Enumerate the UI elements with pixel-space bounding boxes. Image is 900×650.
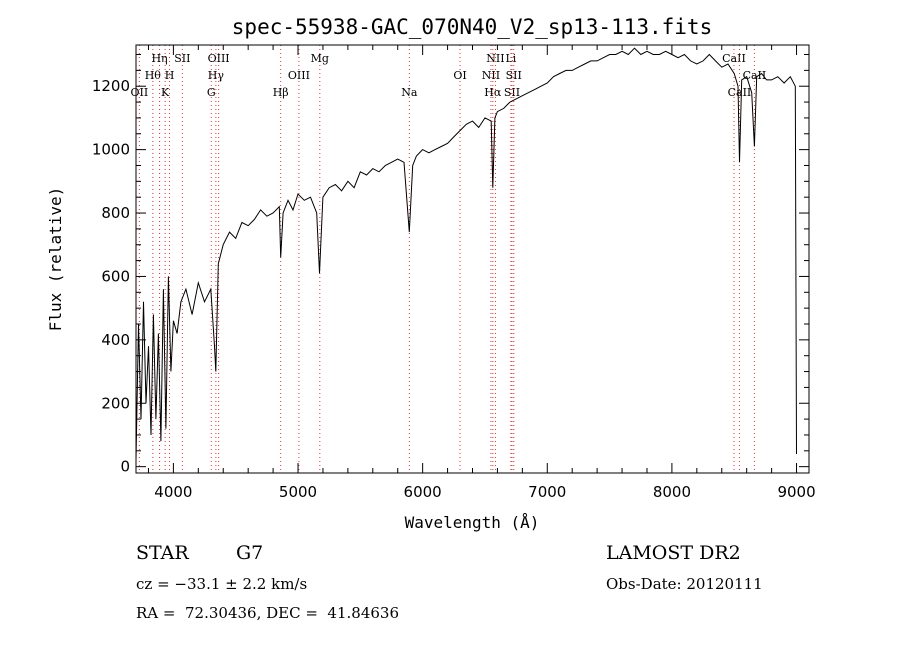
y-tick-label: 400 (101, 331, 130, 349)
y-tick-label: 600 (101, 267, 130, 285)
y-axis-label: Flux (relative) (46, 187, 65, 332)
spectral-line-label: CaII (722, 52, 746, 65)
y-tick-label: 0 (120, 458, 130, 476)
object-class: STAR (136, 542, 189, 564)
spectral-line-label: Li (505, 52, 516, 65)
y-tick-label: 1000 (92, 141, 130, 159)
spectral-line-label: CaII (728, 86, 752, 99)
survey-name: LAMOST DR2 (606, 542, 741, 564)
spectral-line-label: NII (486, 52, 504, 65)
plot-frame (135, 44, 810, 474)
spectral-line-label: SII (504, 86, 520, 99)
spectral-line-label: Hη (151, 52, 167, 65)
spectral-line-label: H (165, 69, 175, 82)
spectral-line-label: Hγ (208, 69, 225, 82)
spectral-line-label: CaII (743, 69, 767, 82)
spectral-line-label: OI (453, 69, 466, 82)
spectral-line-label: Hβ (273, 86, 289, 99)
spectral-line-label: SII (174, 52, 190, 65)
y-tick-label: 1200 (92, 77, 130, 95)
y-tick-label: 800 (101, 204, 130, 222)
spectral-line-label: Na (401, 86, 418, 99)
spectral-line-label: Mg (311, 52, 329, 65)
y-axis: 0 200 400 600 800 1000 1200 (92, 54, 809, 476)
spectral-line-label: K (161, 86, 170, 99)
spectral-line-label: NII (482, 69, 500, 82)
x-axis: 4000 5000 6000 7000 8000 9000 (147, 45, 816, 501)
spectral-line-label: OIII (288, 69, 310, 82)
object-subclass: G7 (236, 542, 264, 564)
y-tick-label: 200 (101, 394, 130, 412)
spectral-line-label: Hα (484, 86, 502, 99)
x-tick-label: 5000 (279, 483, 317, 501)
x-axis-label: Wavelength (Å) (405, 513, 540, 532)
spectral-line-label: OIII (208, 52, 230, 65)
obs-date: Obs-Date: 20120111 (606, 575, 763, 593)
x-tick-label: 6000 (404, 483, 442, 501)
redshift-cz: cz = −33.1 ± 2.2 km/s (136, 575, 308, 593)
coordinates: RA = 72.30436, DEC = 41.84636 (136, 604, 400, 622)
spectrum-line (135, 47, 797, 461)
chart-title: spec-55938-GAC_070N40_V2_sp13-113.fits (232, 15, 712, 39)
spectral-line-label: G (207, 86, 216, 99)
x-tick-label: 8000 (653, 483, 691, 501)
spectral-line-label: OII (131, 86, 149, 99)
x-tick-label: 9000 (777, 483, 815, 501)
spectral-line-label: SII (506, 69, 522, 82)
x-tick-label: 7000 (528, 483, 566, 501)
spectral-line-label: Hθ (145, 69, 162, 82)
x-tick-label: 4000 (154, 483, 192, 501)
